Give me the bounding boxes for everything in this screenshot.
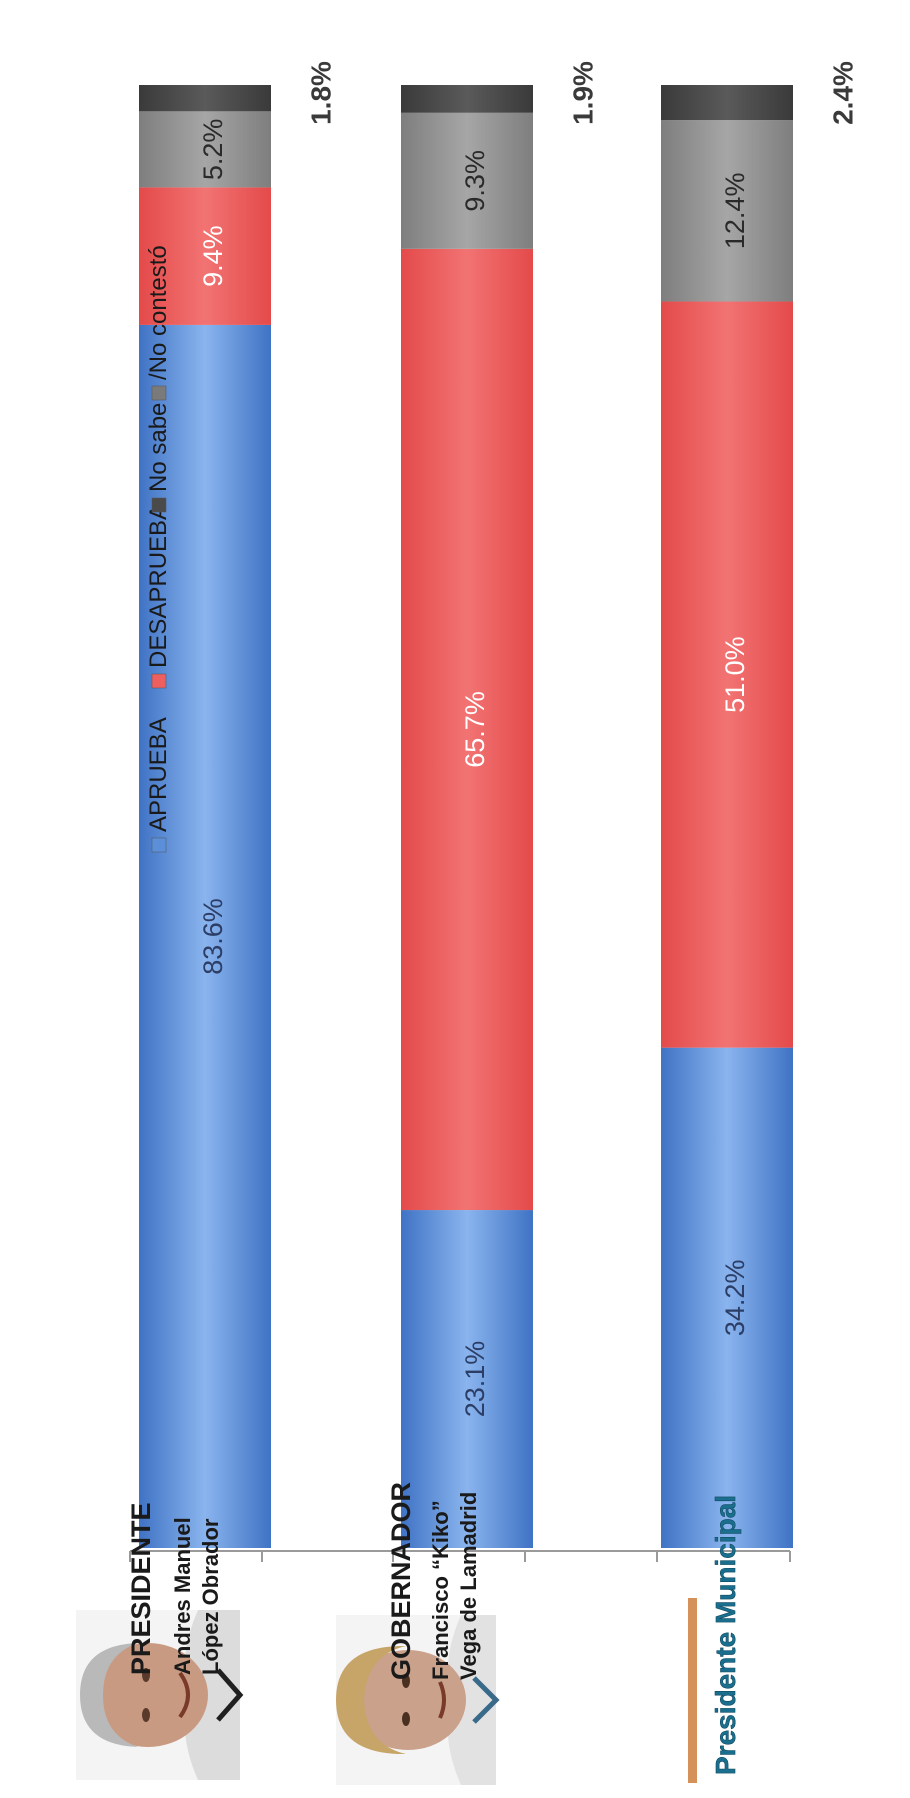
municipal-accent-bar: [688, 1598, 697, 1783]
category-role-gobernador: GOBERNADOR: [386, 1482, 416, 1680]
bar-gobernador-no-contesto: [401, 85, 533, 113]
legend-label-no-contesto: /No contestó: [145, 245, 172, 380]
data-label-presidente-no-contesto: 1.8%: [305, 61, 336, 125]
legend-swatch-aprueba: [151, 837, 167, 853]
data-label-presidente-no-sabe: 5.2%: [198, 119, 228, 181]
bar-gobernador-desaprueba: [401, 248, 533, 1211]
category-name-gobernador-line2: Vega de Lamadrid: [456, 1492, 481, 1680]
data-label-gobernador-aprueba: 23.1%: [460, 1341, 490, 1418]
category-role-municipal: Presidente Municipal: [710, 1495, 741, 1775]
bar-municipal-aprueba: [661, 1047, 793, 1548]
data-label-presidente-aprueba: 83.6%: [198, 898, 228, 975]
portrait-photo-gobernador: [336, 1615, 500, 1785]
bar-presidente-desaprueba: [139, 187, 271, 325]
legend-swatch-desaprueba: [151, 673, 167, 689]
legend-label-desaprueba: DESAPRUEBA: [145, 504, 172, 668]
category-name-presidente-line2: López Obrador: [198, 1518, 223, 1675]
legend: APRUEBA DESAPRUEBA No sabe/No contestó: [145, 245, 172, 853]
data-label-municipal-no-contesto: 2.4%: [827, 61, 858, 125]
data-label-gobernador-no-contesto: 1.9%: [567, 61, 598, 125]
bar-presidente-no-contesto: [139, 85, 271, 112]
data-label-gobernador-no-sabe: 9.3%: [460, 150, 490, 212]
stacked-bars: 83.6% 9.4% 5.2% 1.8% 23.1% 65.7% 9.3% 1.9% 34.2%…: [139, 61, 858, 1548]
bar-municipal-desaprueba: [661, 301, 793, 1048]
data-label-municipal-desaprueba: 51.0%: [720, 636, 750, 713]
category-axis-ticks: [129, 1551, 791, 1562]
legend-swatch-no-sabe: [151, 497, 167, 513]
legend-swatch-no-contesto: [151, 385, 167, 401]
portrait-photo-presidente: [76, 1610, 244, 1780]
data-label-presidente-desaprueba: 9.4%: [198, 225, 228, 287]
data-label-municipal-aprueba: 34.2%: [720, 1260, 750, 1337]
bar-gobernador-aprueba: [401, 1210, 533, 1548]
legend-label-aprueba: APRUEBA: [145, 717, 172, 832]
bar-gobernador-no-sabe: [401, 112, 533, 249]
category-name-presidente-line1: Andres Manuel: [170, 1517, 195, 1675]
bar-municipal-no-contesto: [661, 85, 793, 121]
bar-municipal-no-sabe: [661, 120, 793, 302]
legend-label-no-sabe: No sabe: [145, 403, 172, 492]
bar-presidente-aprueba: [139, 324, 271, 1548]
data-label-gobernador-desaprueba: 65.7%: [460, 691, 490, 768]
category-name-gobernador-line1: Francisco “Kiko”: [428, 1500, 453, 1680]
bar-presidente-no-sabe: [139, 111, 271, 188]
data-label-municipal-no-sabe: 12.4%: [720, 173, 750, 250]
category-role-presidente: PRESIDENTE: [126, 1502, 156, 1675]
